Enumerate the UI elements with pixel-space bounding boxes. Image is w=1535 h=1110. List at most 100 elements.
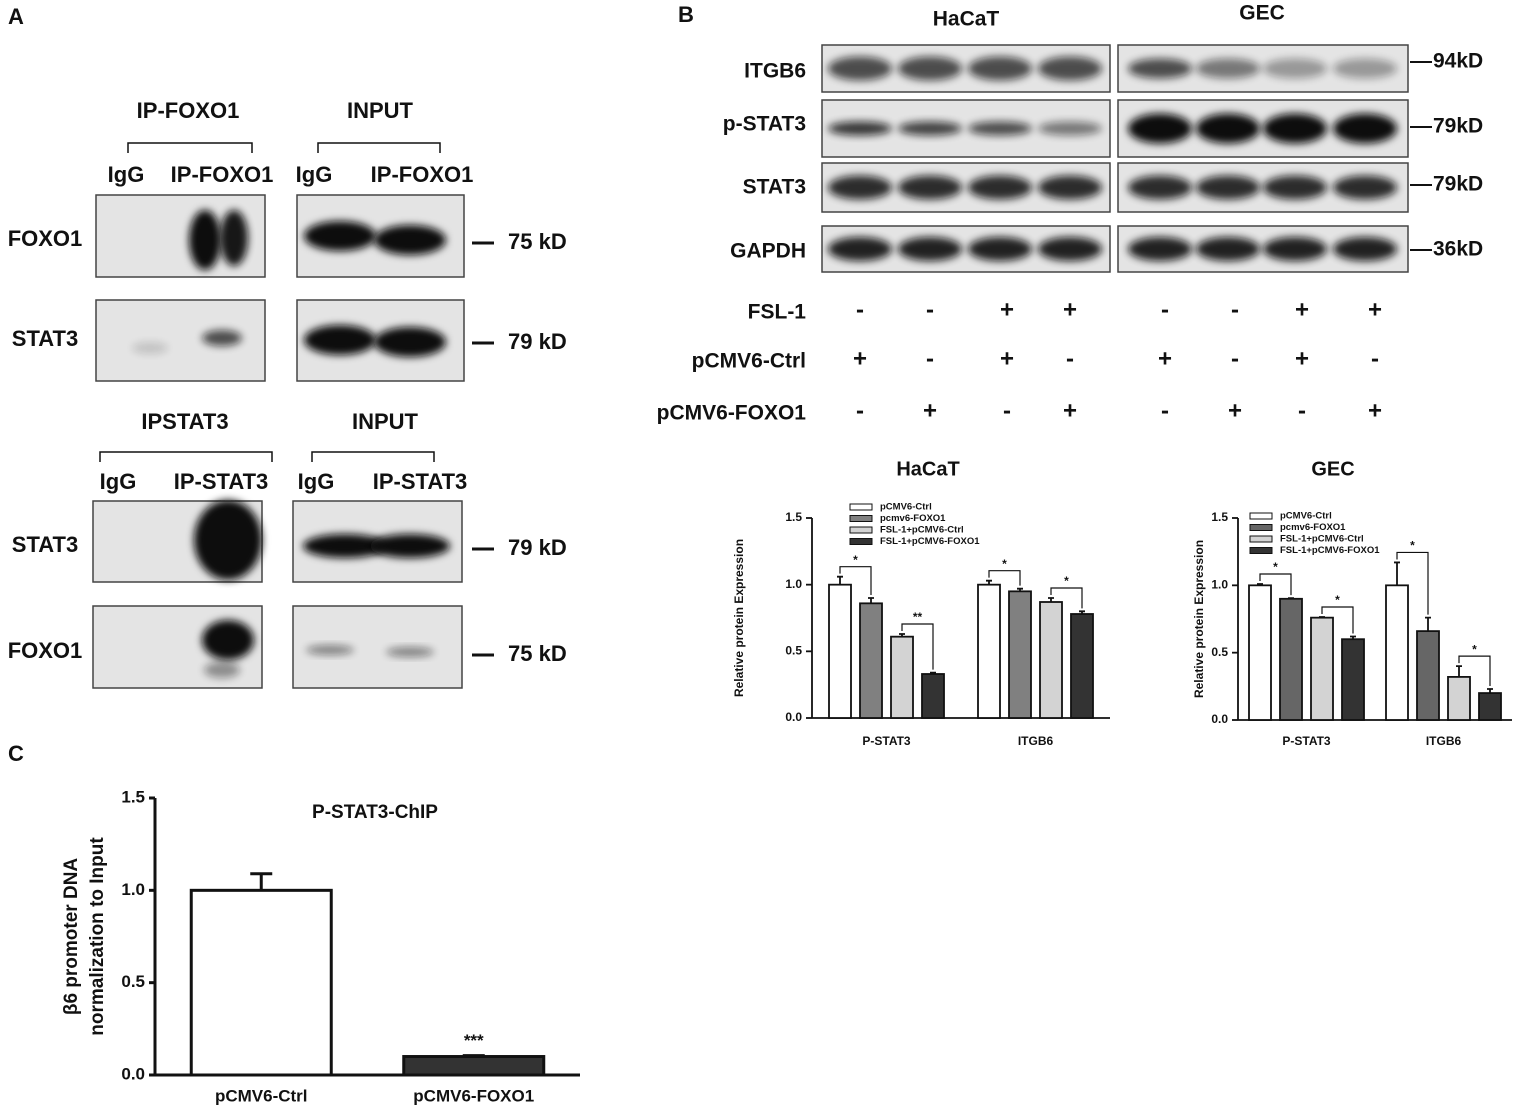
blot-band [828,56,892,81]
blot-band [306,645,354,655]
blot [92,500,263,583]
row-label: STAT3 [12,326,78,351]
blot-band [303,534,387,558]
lane-label: IP-STAT3 [174,469,269,494]
error-bar [930,671,936,674]
y-tick-label: 1.0 [121,880,145,899]
condition-label: FSL-1 [748,301,807,324]
x-tick-label: pCMV6-FOXO1 [413,1086,534,1105]
legend-swatch [1249,535,1273,543]
significance-label: * [1064,574,1069,588]
bar [1416,630,1440,721]
blot-band [1333,237,1397,261]
panel-label: C [8,741,24,766]
error-bar [868,597,874,604]
bar [1008,590,1032,719]
blot-band [1196,58,1260,79]
error-bar [1456,665,1462,677]
row-label: STAT3 [12,532,78,557]
condition-sign: + [1368,397,1382,424]
significance-label: * [1273,560,1278,574]
significance-bracket [1458,655,1491,687]
blot [821,44,1111,93]
bar [921,673,945,719]
cell-line-label: HaCaT [933,8,1000,31]
condition-sign: - [1066,345,1074,372]
significance-label: * [1002,557,1007,571]
size-label: 79kD [1433,173,1483,196]
chart-title: GEC [1311,458,1354,480]
significance-bracket [1321,606,1354,634]
bracket [311,451,435,462]
legend-label: pcmv6-FOXO1 [1280,522,1346,533]
bracket [127,142,253,153]
condition-sign: + [1228,397,1242,424]
error-bar [837,575,843,585]
bracket [99,451,273,462]
condition-sign: - [856,296,864,323]
error-bar [1425,616,1431,632]
legend-swatch [1249,524,1273,531]
input-title: INPUT [347,98,414,123]
condition-sign: - [1161,296,1169,323]
bar [828,583,852,719]
legend-label: FSL-1+pCMV6-Ctrl [880,525,964,536]
error-bar [1319,616,1325,618]
x-tick-label: P-STAT3 [862,734,911,748]
y-axis-label: normalization to Input [87,837,108,1036]
significance-label: * [1335,593,1340,607]
error-bar [899,633,905,637]
y-tick-label: 1.5 [785,510,802,524]
significance-bracket [988,570,1021,586]
condition-sign: + [1295,296,1309,323]
significance-bracket [1396,551,1429,615]
condition-label: pCMV6-FOXO1 [657,402,807,425]
row-label: FOXO1 [8,226,83,251]
blot-band [1333,113,1397,144]
blot [821,225,1111,273]
bar [189,888,333,1077]
blot [821,99,1111,158]
error-bar [1288,597,1294,600]
error-bar [1394,561,1400,586]
condition-sign: - [926,345,934,372]
significance-bracket [1050,587,1083,609]
blot-band [1128,58,1192,79]
bar [859,602,883,719]
x-tick-label: P-STAT3 [1282,734,1331,748]
blot-band [386,647,434,657]
error-bar [1048,597,1054,602]
blot-band [1333,175,1397,200]
size-label: 79 kD [508,329,567,354]
x-tick-label: ITGB6 [1018,734,1054,748]
input-title: INPUT [352,409,419,434]
blot-band [968,237,1032,261]
y-tick-label: 0.0 [1211,712,1228,726]
blot-band [1196,113,1260,144]
blot-band [374,327,446,357]
blot [292,605,463,689]
legend-label: FSL-1+pCMV6-FOXO1 [880,536,980,547]
y-tick-label: 1.0 [785,577,802,591]
bar [1385,584,1409,721]
legend-swatch [849,526,873,534]
blot-band [304,325,376,355]
blot-band [1263,175,1327,200]
y-tick-label: 0.5 [1211,645,1228,659]
error-bar [1017,587,1023,592]
condition-sign: + [1063,296,1077,323]
blot-band [1263,113,1327,144]
condition-sign: + [923,397,937,424]
y-tick-label: 0.0 [121,1064,145,1083]
ip-title: IP-FOXO1 [137,98,240,123]
x-tick-label: pCMV6-Ctrl [215,1086,308,1105]
bar [402,1055,546,1077]
blot-band [1196,237,1260,261]
condition-sign: - [856,397,864,424]
bracket [317,142,441,153]
blot [92,605,263,689]
blot-band [898,121,962,136]
lane-label: IP-FOXO1 [371,162,474,187]
significance-label: *** [464,1031,484,1050]
